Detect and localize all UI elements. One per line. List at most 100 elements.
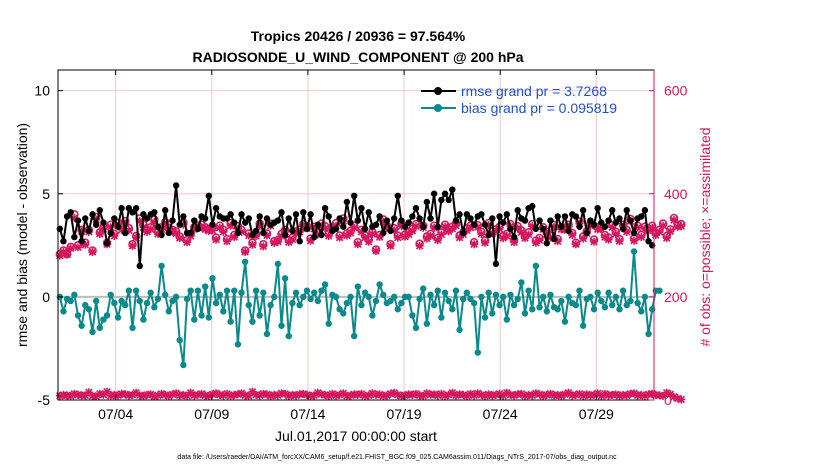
y-axis-label-left: rmse and bias (model - observation): [14, 123, 30, 347]
bias-point: [434, 287, 441, 294]
bias-point: [627, 297, 634, 305]
obs-assimilated-marker: [630, 236, 639, 245]
rmse-point: [162, 207, 169, 214]
bias-point: [365, 293, 372, 301]
bias-point: [223, 287, 231, 294]
y-tick-label-left: 0: [42, 289, 50, 305]
obs-assimilated-marker: [346, 228, 355, 237]
rmse-point: [165, 229, 173, 237]
bias-point: [300, 293, 307, 301]
rmse-point: [125, 204, 133, 212]
bias-point: [307, 295, 314, 303]
bias-line: [58, 250, 660, 366]
bias-point: [601, 303, 609, 311]
bias-point: [231, 287, 238, 294]
obs-assimilated-marker: [477, 229, 486, 238]
rmse-point: [129, 209, 136, 216]
bias-point: [249, 318, 256, 325]
data-layer: [55, 182, 686, 404]
obs-assimilated-marker: [433, 236, 442, 245]
bias-point: [499, 293, 507, 301]
obs-assimilated-marker: [335, 233, 344, 242]
rmse-point: [463, 211, 471, 218]
rmse-point: [140, 211, 147, 218]
bias-point: [118, 297, 125, 305]
bias-point: [151, 303, 158, 311]
legend-marker-bias: [434, 104, 442, 112]
rmse-point: [158, 231, 165, 239]
rmse-point: [107, 229, 114, 237]
rmse-point: [434, 223, 441, 230]
bias-point: [263, 330, 271, 338]
obs-assimilated-marker: [183, 238, 192, 247]
rmse-point: [289, 227, 296, 235]
bias-point: [198, 312, 205, 319]
y-tick-label-left: 5: [42, 186, 50, 202]
bias-point: [125, 287, 133, 294]
bias-point: [260, 289, 267, 296]
rmse-point: [481, 221, 489, 228]
rmse-point: [398, 217, 405, 224]
rmse-point: [176, 221, 183, 228]
bias-point: [536, 303, 543, 311]
rmse-point: [321, 204, 329, 212]
obs-assimilated-marker: [273, 237, 282, 246]
obs-assimilated-marker: [371, 246, 380, 255]
obs-assimilated-low-marker: [179, 390, 188, 399]
obs-assimilated-marker: [604, 235, 613, 244]
rmse-point: [478, 211, 485, 218]
rmse-point: [260, 229, 267, 237]
rmse-point: [616, 215, 623, 222]
obs-assimilated-marker: [411, 222, 420, 231]
bias-point: [82, 301, 89, 309]
obs-assimilated-marker: [353, 240, 362, 249]
obs-assimilated-marker: [288, 235, 297, 244]
bias-point: [438, 314, 445, 321]
bias-point: [136, 297, 143, 305]
rmse-point: [180, 213, 187, 220]
obs-assimilated-marker: [590, 237, 599, 246]
bias-point: [271, 293, 278, 301]
bias-point: [132, 287, 140, 294]
obs-assimilated-marker: [648, 223, 657, 232]
rmse-point: [609, 207, 616, 214]
bias-point: [274, 260, 282, 268]
obs-assimilated-marker: [386, 241, 395, 250]
bias-point: [427, 291, 434, 299]
bias-point: [539, 293, 547, 301]
rmse-point: [103, 240, 111, 247]
bias-point: [281, 275, 289, 282]
bias-point: [325, 320, 332, 327]
bias-point: [609, 301, 616, 309]
obs-assimilated-marker: [212, 235, 221, 244]
rmse-point: [514, 207, 521, 214]
bias-point: [347, 293, 354, 301]
rmse-point: [376, 213, 383, 220]
bias-point: [467, 295, 474, 303]
obs-assimilated-marker: [241, 248, 250, 257]
bias-point: [191, 316, 198, 323]
obs-assimilated-marker: [146, 225, 155, 234]
bias-point: [380, 291, 387, 299]
y-tick-label-right: 400: [664, 186, 688, 202]
rmse-point: [300, 209, 307, 216]
x-tick-label: 07/29: [579, 406, 614, 422]
bias-point: [343, 299, 351, 307]
y-tick-label-left: 10: [34, 83, 50, 99]
bias-point: [416, 295, 423, 303]
bias-point: [303, 287, 311, 294]
bias-point: [605, 289, 612, 296]
bias-point: [561, 318, 569, 325]
bias-point: [598, 297, 605, 305]
rmse-point: [612, 219, 620, 226]
legend-label-rmse: rmse grand pr = 3.7268: [461, 83, 607, 99]
rmse-point: [350, 192, 358, 200]
bias-point: [532, 262, 540, 270]
rmse-point: [238, 211, 245, 218]
bias-point: [521, 310, 529, 317]
bias-point: [100, 316, 107, 323]
bias-point: [478, 293, 485, 301]
rmse-point: [587, 217, 594, 224]
bias-point: [212, 299, 220, 307]
bias-point: [78, 322, 85, 329]
